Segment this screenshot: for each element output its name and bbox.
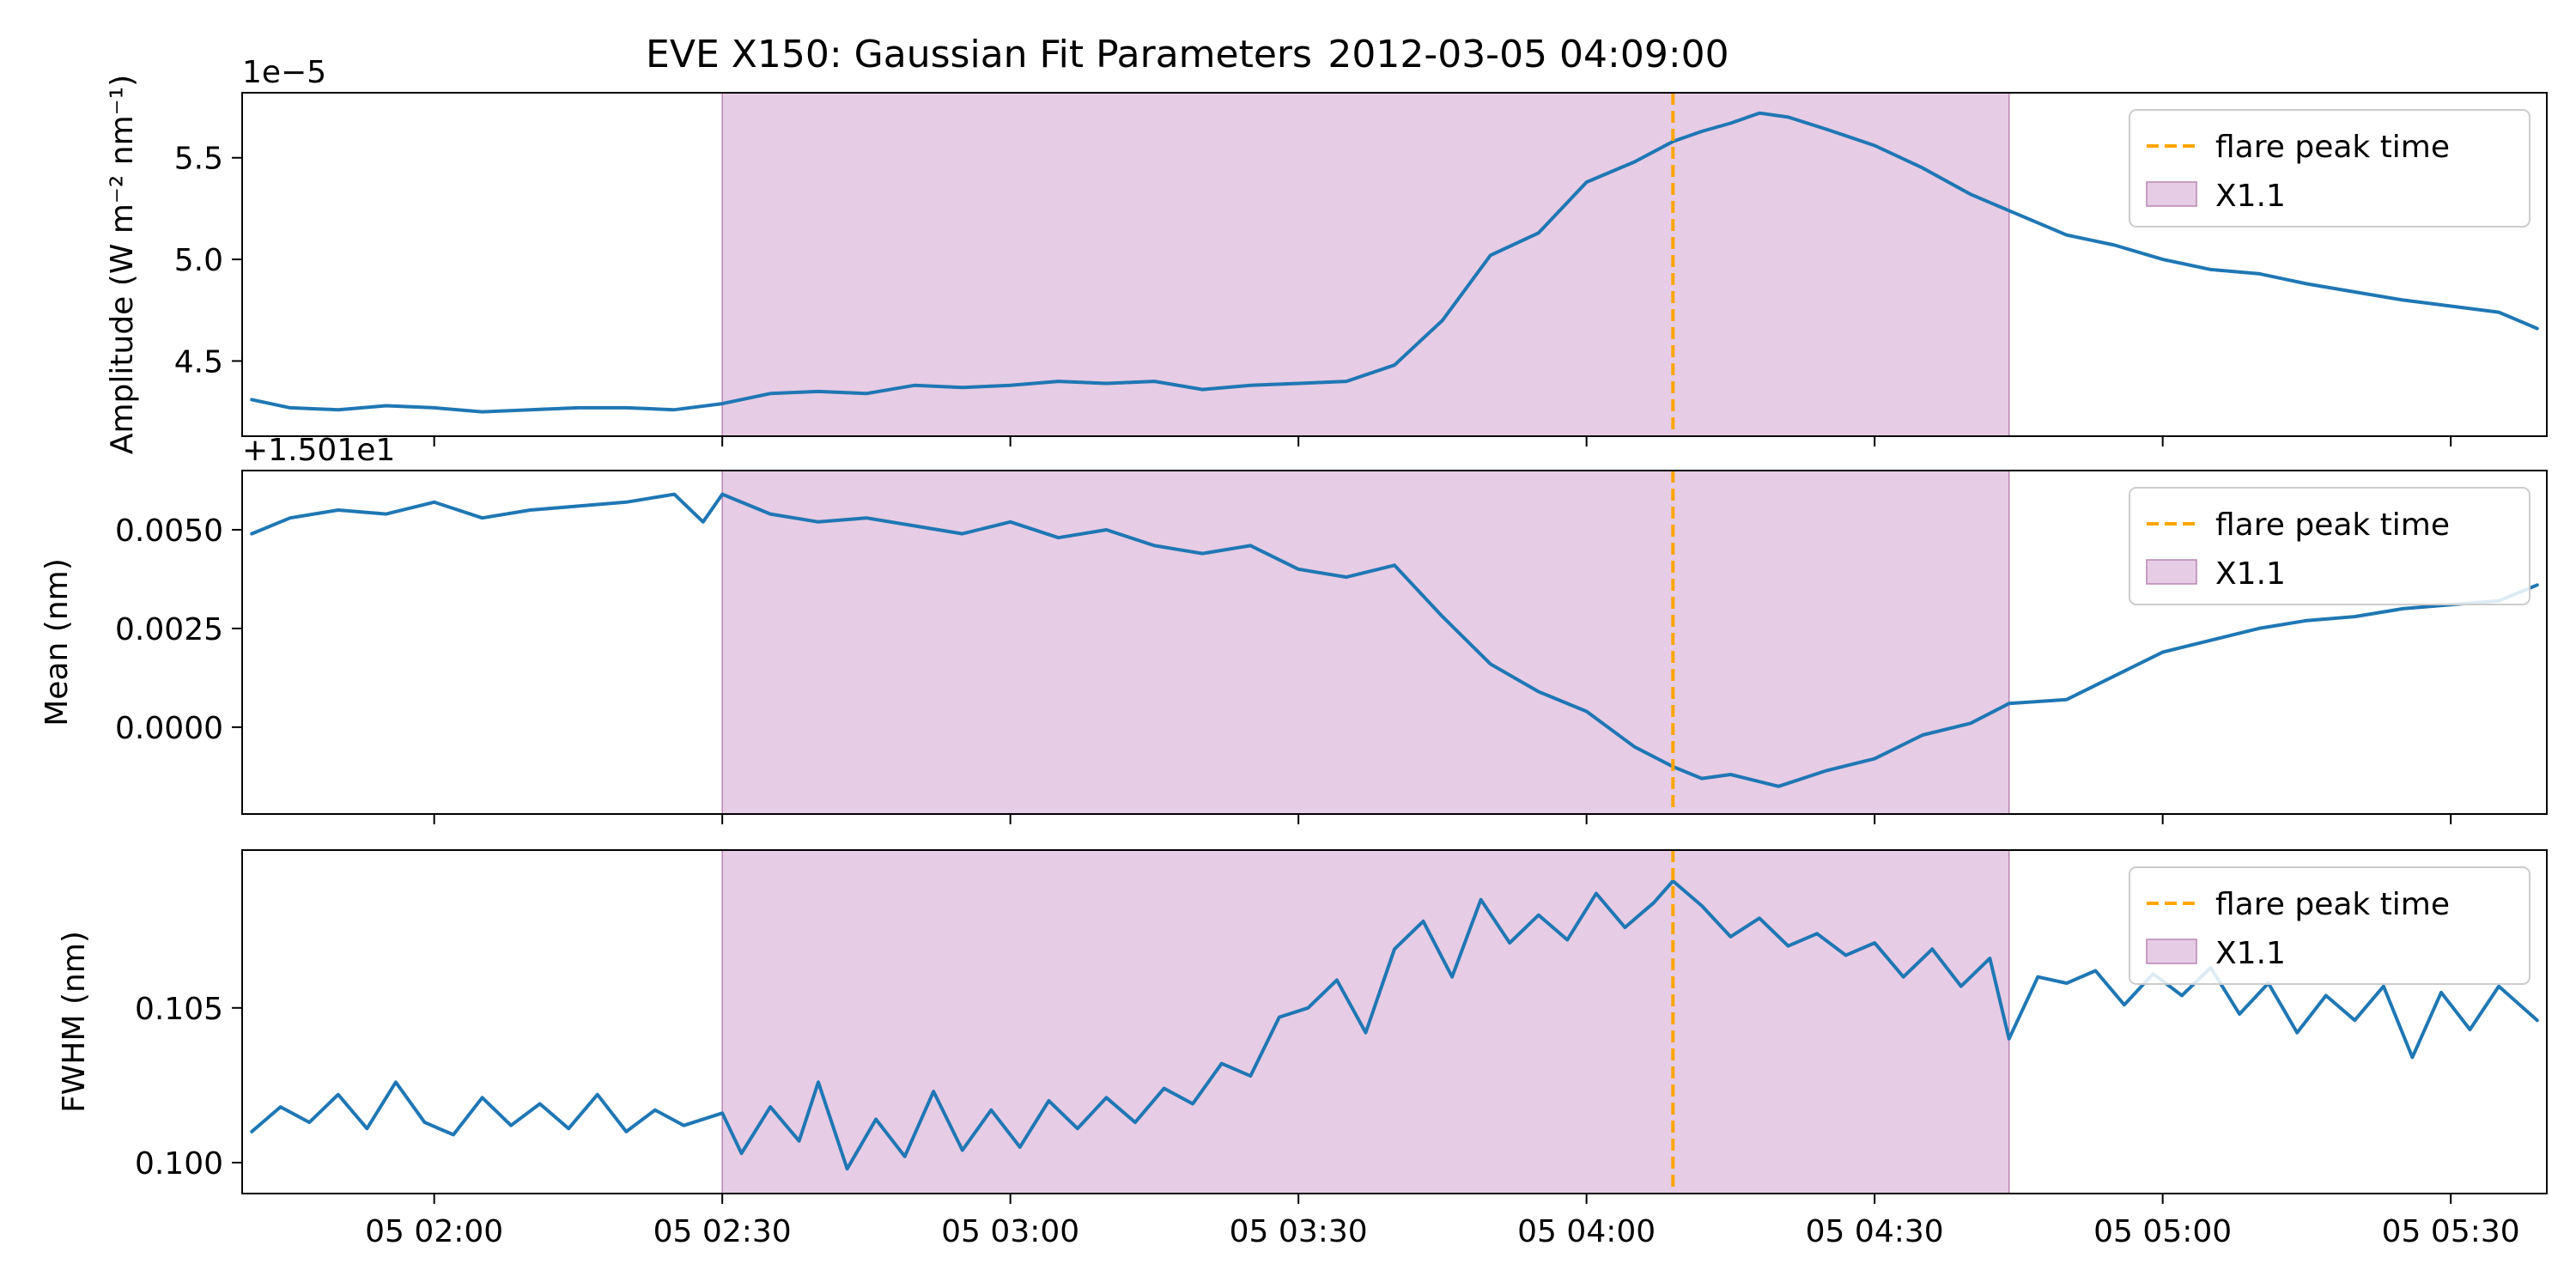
legend-label-window: X1.1 [2215, 556, 2286, 592]
y-tick-label: 0.0025 [115, 612, 223, 647]
legend-box [2129, 866, 2530, 985]
y-tick-label: 0.0000 [115, 711, 223, 746]
panel-fwhm: 0.100 0.105 05 02:00 05 02:30 05 03:00 05 03:… [57, 849, 2548, 1249]
flare-window-band [721, 849, 2010, 1194]
x-tick-label: 05 05:30 [2382, 1214, 2520, 1249]
chart-timestamp: 2012-03-05 04:09:00 [1327, 33, 1728, 76]
y-axis-label: FWHM (nm) [57, 931, 92, 1113]
x-tick-label: 05 02:00 [365, 1214, 503, 1249]
x-tick-label: 05 03:00 [941, 1214, 1079, 1249]
y-tick-label: 5.0 [174, 243, 223, 278]
legend: flare peak time X1.1 [2129, 866, 2530, 985]
y-tick-label: 0.105 [135, 992, 223, 1027]
legend-label-window: X1.1 [2215, 936, 2286, 971]
flare-window-band [721, 470, 2010, 815]
y-offset-text: +1.501e1 [242, 433, 395, 468]
flare-window-band [721, 92, 2010, 437]
x-tick-label: 05 02:30 [653, 1214, 792, 1249]
legend-window-swatch [2146, 181, 2197, 207]
panel-amplitude: 4.5 5.0 5.5 Amplitude (W m⁻² nm⁻¹) 1e−5 flare… [105, 55, 2548, 454]
legend-window-swatch [2146, 939, 2197, 964]
legend-box [2129, 109, 2530, 228]
legend: flare peak time X1.1 [2129, 487, 2530, 605]
axes-frame [241, 849, 2548, 1194]
y-axis-label: Mean (nm) [39, 558, 75, 726]
amplitude-series-line [250, 111, 2539, 414]
axes-frame [241, 470, 2548, 815]
legend: flare peak time X1.1 [2129, 109, 2530, 228]
legend-label-peak: flare peak time [2215, 130, 2450, 165]
chart-title: EVE X150: Gaussian Fit Parameters [646, 33, 1312, 76]
legend-label-peak: flare peak time [2215, 887, 2450, 922]
y-tick-label: 4.5 [174, 344, 223, 380]
panel-mean: 0.0000 0.0025 0.0050 Mean (nm) +1.501e1 flare… [39, 433, 2548, 824]
legend-box [2129, 487, 2530, 605]
y-tick-label: 0.0050 [115, 513, 223, 549]
legend-label-window: X1.1 [2215, 179, 2286, 214]
x-tick-label: 05 03:30 [1230, 1214, 1368, 1249]
axes-frame [241, 92, 2548, 437]
y-tick-label: 0.100 [135, 1146, 223, 1182]
x-tick-label: 05 04:30 [1806, 1214, 1944, 1249]
y-offset-text: 1e−5 [242, 55, 326, 90]
legend-window-swatch [2146, 559, 2197, 585]
panels-group: 4.5 5.0 5.5 Amplitude (W m⁻² nm⁻¹) 1e−5 flare… [39, 55, 2548, 1249]
y-tick-label: 5.5 [174, 142, 223, 177]
x-tick-label: 05 04:00 [1517, 1214, 1656, 1249]
x-tick-label: 05 05:00 [2093, 1214, 2232, 1249]
mean-series-line [250, 492, 2539, 788]
legend-label-peak: flare peak time [2215, 507, 2450, 543]
y-axis-label: Amplitude (W m⁻² nm⁻¹) [105, 75, 140, 454]
